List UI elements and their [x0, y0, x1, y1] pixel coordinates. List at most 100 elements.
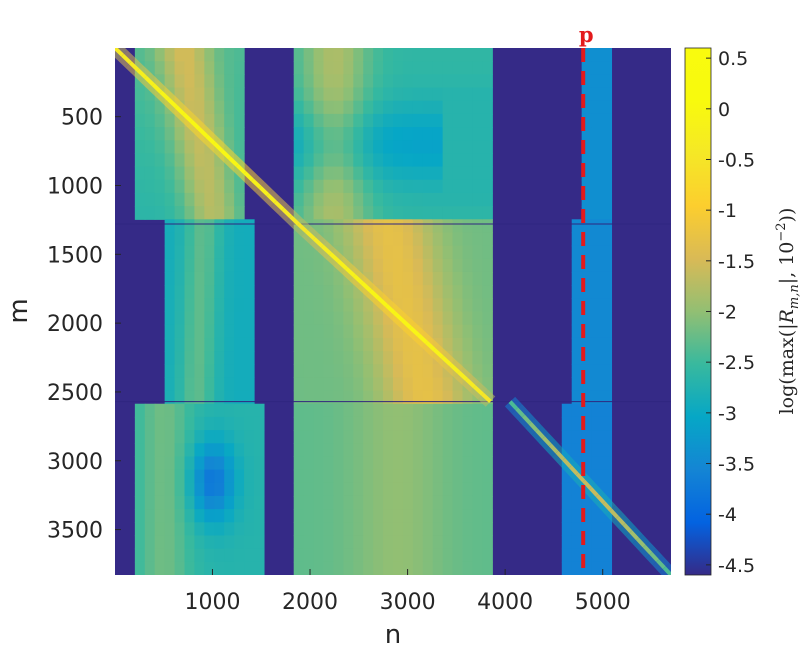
heatmap-cell [422, 561, 434, 575]
heatmap-cell [432, 61, 444, 75]
heatmap-cell [353, 311, 364, 326]
heatmap-cell [452, 456, 464, 471]
heatmap-cell [412, 443, 424, 458]
heatmap-cell [482, 100, 493, 115]
heatmap-cell [303, 548, 315, 563]
heatmap-cell [571, 495, 583, 510]
heatmap-cell [601, 469, 613, 484]
diagonal-band-core [361, 281, 372, 293]
heatmap-cell [442, 285, 454, 299]
heatmap-cell [184, 311, 196, 326]
heatmap-cell [363, 377, 374, 392]
heatmap-cell [234, 298, 245, 313]
heatmap-cell [293, 285, 305, 299]
heatmap-cell [383, 311, 394, 326]
heatmap-cell [402, 390, 414, 405]
heatmap-cell [204, 179, 215, 194]
heatmap-cell [442, 140, 454, 154]
heatmap-cell [234, 100, 245, 115]
heatmap-cell [363, 232, 374, 247]
heatmap-cell [363, 179, 374, 194]
heatmap-cell [174, 403, 186, 418]
heatmap-cell [343, 100, 354, 115]
heatmap-cell [293, 548, 305, 563]
heatmap-cell [234, 443, 245, 458]
heatmap-cell [134, 87, 146, 102]
heatmap-cell [373, 324, 384, 339]
heatmap-cell [224, 456, 235, 471]
heatmap-cell [432, 232, 444, 247]
heatmap-cell [333, 153, 344, 168]
heatmap-cell [462, 48, 474, 62]
heatmap-cell [373, 522, 384, 537]
heatmap-cell [432, 377, 444, 392]
x-axis-label: n [385, 620, 401, 650]
heatmap-cell [402, 285, 414, 299]
heatmap-cell [432, 548, 444, 563]
heatmap-cell [333, 127, 344, 141]
diagonal-band-core [136, 68, 147, 79]
diagonal-band-core [589, 486, 599, 497]
heatmap-cell [363, 351, 374, 365]
heatmap-cell [333, 548, 344, 563]
heatmap-cell [343, 495, 354, 510]
heatmap-cell [343, 232, 354, 247]
heatmap-cell [402, 337, 414, 352]
heatmap-cell [412, 48, 424, 62]
heatmap-cell [144, 61, 156, 75]
heatmap-cell [303, 311, 315, 326]
heatmap-cell [154, 522, 166, 537]
heatmap-cell [343, 153, 354, 168]
heatmap-cell [353, 430, 364, 444]
heatmap-cell [303, 100, 315, 115]
heatmap-cell [412, 245, 424, 260]
diagonal-band-core [337, 259, 348, 270]
heatmap-cell [293, 232, 305, 247]
heatmap-cell [591, 443, 603, 458]
heatmap-cell [442, 509, 454, 523]
heatmap-cell [353, 192, 364, 207]
heatmap-cell [353, 364, 364, 378]
heatmap-cell [581, 535, 593, 550]
heatmap-cell [452, 271, 464, 286]
heatmap-cell [194, 232, 205, 247]
heatmap-cell [204, 377, 215, 392]
heatmap-cell [363, 443, 374, 458]
heatmap-cell [383, 443, 394, 458]
heatmap-cell [303, 74, 315, 89]
heatmap-cell [373, 258, 384, 273]
heatmap-cell [303, 192, 315, 207]
heatmap-cell [601, 364, 613, 378]
heatmap-cell [154, 548, 166, 563]
heatmap-cell [591, 166, 603, 181]
heatmap-cell [373, 561, 384, 575]
diagonal-band-core [274, 200, 285, 211]
heatmap-cell [601, 430, 613, 444]
heatmap-cell [303, 482, 315, 497]
heatmap-cell [194, 100, 205, 115]
heatmap-cell [393, 443, 404, 458]
heatmap-cell [402, 179, 414, 194]
heatmap-cell [234, 509, 245, 523]
heatmap-cell [571, 324, 583, 339]
heatmap-cell [482, 561, 493, 575]
heatmap-cell [422, 61, 434, 75]
heatmap-cell [373, 113, 384, 128]
heatmap-cell [442, 482, 454, 497]
heatmap-cell [412, 509, 424, 523]
heatmap-cell [412, 206, 424, 220]
heatmap-cell [134, 509, 146, 523]
heatmap-cell [224, 48, 235, 62]
heatmap-cell [383, 390, 394, 405]
diagonal-band-core [595, 494, 606, 505]
heatmap-cell [581, 127, 593, 141]
heatmap-cell [581, 298, 593, 313]
heatmap-cell [561, 403, 573, 418]
heatmap-cell [214, 166, 225, 181]
heatmap-cell [482, 74, 493, 89]
heatmap-cell [363, 192, 374, 207]
heatmap-cell [353, 337, 364, 352]
heatmap-cell [134, 456, 146, 471]
heatmap-cell [303, 535, 315, 550]
heatmap-cell [393, 219, 404, 234]
